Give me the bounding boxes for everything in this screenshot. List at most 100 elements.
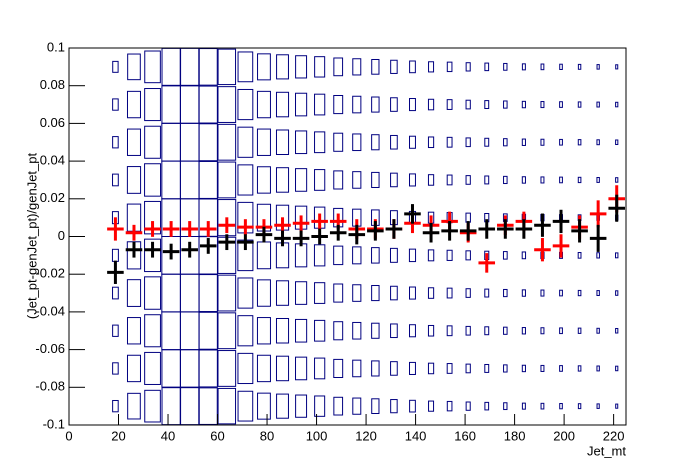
box bbox=[276, 54, 289, 80]
box bbox=[217, 48, 237, 86]
box bbox=[333, 321, 344, 341]
y-tick-label: 0 bbox=[58, 228, 65, 243]
box bbox=[540, 176, 545, 184]
box bbox=[198, 85, 218, 124]
x-tick-label: 20 bbox=[111, 428, 125, 443]
box bbox=[112, 399, 119, 413]
box bbox=[427, 174, 435, 186]
box bbox=[237, 88, 254, 121]
box bbox=[198, 160, 218, 199]
x-tick-label: 0 bbox=[65, 428, 72, 443]
y-tick-label: 0.06 bbox=[40, 115, 65, 130]
box bbox=[126, 166, 142, 194]
box bbox=[144, 163, 162, 197]
box bbox=[521, 138, 526, 146]
box bbox=[409, 361, 416, 375]
box bbox=[333, 245, 344, 266]
box bbox=[615, 252, 619, 259]
box bbox=[276, 393, 289, 419]
box bbox=[465, 363, 471, 374]
box bbox=[352, 321, 362, 340]
x-axis-title: Jet_mt bbox=[587, 443, 626, 458]
box bbox=[615, 403, 619, 409]
box bbox=[275, 91, 290, 118]
box bbox=[521, 364, 526, 373]
box bbox=[256, 354, 271, 383]
box bbox=[390, 172, 398, 188]
box bbox=[577, 139, 582, 146]
box bbox=[409, 286, 416, 300]
box bbox=[217, 86, 237, 123]
box bbox=[198, 387, 218, 425]
x-tick-label: 220 bbox=[603, 428, 625, 443]
box bbox=[428, 400, 435, 412]
box bbox=[559, 365, 563, 372]
box bbox=[408, 248, 417, 263]
box bbox=[295, 318, 308, 343]
box bbox=[446, 325, 453, 337]
box bbox=[217, 312, 237, 350]
box bbox=[275, 167, 290, 193]
box bbox=[484, 363, 490, 373]
box bbox=[237, 277, 254, 309]
box bbox=[217, 161, 237, 199]
box bbox=[446, 287, 453, 299]
box bbox=[371, 398, 380, 415]
box bbox=[521, 251, 527, 260]
box bbox=[112, 362, 119, 375]
box bbox=[446, 363, 453, 374]
box bbox=[112, 136, 119, 149]
box bbox=[427, 287, 435, 299]
box bbox=[615, 365, 619, 372]
box bbox=[409, 60, 416, 74]
box bbox=[577, 101, 582, 108]
y-tick-label: 0.08 bbox=[40, 77, 65, 92]
box bbox=[237, 126, 254, 158]
box bbox=[126, 279, 142, 307]
box bbox=[577, 403, 582, 410]
box bbox=[465, 175, 471, 185]
box bbox=[559, 176, 563, 184]
box bbox=[615, 139, 619, 146]
box bbox=[596, 139, 600, 146]
box bbox=[577, 327, 582, 334]
box bbox=[257, 53, 271, 81]
box bbox=[540, 101, 545, 109]
box bbox=[596, 327, 600, 334]
box bbox=[446, 61, 453, 73]
box bbox=[503, 138, 508, 147]
box bbox=[427, 98, 435, 111]
box bbox=[540, 364, 545, 372]
box bbox=[427, 362, 435, 375]
box bbox=[333, 57, 344, 77]
box bbox=[615, 64, 619, 70]
box bbox=[540, 327, 545, 335]
x-tick-label: 60 bbox=[210, 428, 224, 443]
y-tick-label: -0.04 bbox=[35, 303, 65, 318]
box bbox=[540, 138, 545, 146]
box bbox=[559, 289, 563, 297]
box bbox=[615, 101, 619, 108]
box bbox=[577, 289, 582, 297]
box bbox=[198, 349, 218, 388]
y-tick-label: 0.02 bbox=[40, 190, 65, 205]
box bbox=[371, 171, 380, 188]
box bbox=[275, 129, 290, 156]
box bbox=[521, 327, 526, 335]
box bbox=[371, 247, 380, 264]
box bbox=[390, 399, 398, 414]
box bbox=[596, 252, 600, 259]
box bbox=[615, 177, 619, 183]
box bbox=[217, 350, 237, 387]
box bbox=[237, 164, 254, 196]
box bbox=[390, 361, 398, 376]
x-tick-label: 80 bbox=[260, 428, 274, 443]
box bbox=[409, 399, 416, 413]
box bbox=[237, 51, 254, 83]
box bbox=[559, 327, 563, 335]
box bbox=[144, 88, 161, 122]
box bbox=[484, 288, 490, 298]
box bbox=[390, 323, 398, 339]
x-tick-label: 140 bbox=[405, 428, 427, 443]
